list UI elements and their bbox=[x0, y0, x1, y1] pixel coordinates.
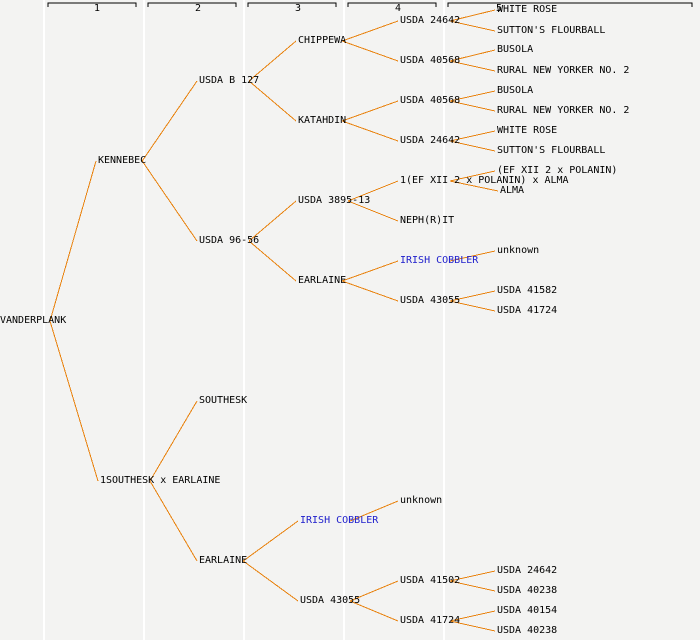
tree-node-rural2: RURAL NEW YORKER NO. 2 bbox=[497, 105, 630, 116]
pedigree-edge bbox=[347, 200, 399, 222]
pedigree-edge bbox=[449, 100, 496, 112]
tree-node-u43055a: USDA 43055 bbox=[400, 295, 461, 306]
ruler-bracket bbox=[447, 2, 693, 7]
pedigree-edge bbox=[449, 610, 496, 622]
pedigree-edge bbox=[349, 600, 399, 622]
pedigree-edge bbox=[341, 40, 399, 62]
tree-node-u24642b: USDA 24642 bbox=[400, 135, 461, 146]
column-gridline bbox=[243, 0, 245, 640]
ruler-bracket bbox=[347, 2, 437, 7]
pedigree-edge bbox=[449, 49, 496, 62]
tree-node-u41502: USDA 41502 bbox=[400, 575, 461, 586]
tree-node-busola1: BUSOLA bbox=[497, 44, 534, 55]
pedigree-edge bbox=[449, 20, 496, 32]
pedigree-edge bbox=[347, 180, 399, 202]
tree-node-irish2[interactable]: IRISH COBBLER bbox=[300, 515, 379, 526]
pedigree-edge bbox=[248, 80, 297, 122]
pedigree-edge bbox=[449, 90, 496, 102]
tree-node-southesk_x: 1SOUTHESK x EARLAINE bbox=[100, 475, 221, 486]
column-gridline bbox=[43, 0, 45, 640]
pedigree-edge bbox=[449, 620, 496, 632]
tree-node-usda9656: USDA 96-56 bbox=[199, 235, 260, 246]
ruler-bracket bbox=[47, 2, 137, 7]
pedigree-edge bbox=[248, 200, 297, 242]
tree-node-rural1: RURAL NEW YORKER NO. 2 bbox=[497, 65, 630, 76]
tree-node-earlaine2: EARLAINE bbox=[199, 555, 248, 566]
column-gridline bbox=[443, 0, 445, 640]
tree-node-whiterose1: WHITE ROSE bbox=[497, 4, 558, 15]
tree-node-u40154: USDA 40154 bbox=[497, 605, 558, 616]
pedigree-edge bbox=[449, 9, 496, 22]
pedigree-edge bbox=[449, 250, 496, 262]
ruler-generation-number: 3 bbox=[295, 3, 302, 14]
tree-node-u41582: USDA 41582 bbox=[497, 285, 558, 296]
tree-node-usdab127: USDA B 127 bbox=[199, 75, 260, 86]
pedigree-edge bbox=[449, 180, 499, 192]
pedigree-edge bbox=[141, 80, 198, 162]
pedigree-edge bbox=[49, 320, 99, 482]
pedigree-edge bbox=[242, 560, 299, 602]
tree-node-u41724b: USDA 41724 bbox=[400, 615, 461, 626]
ruler-generation-number: 1 bbox=[94, 3, 101, 14]
tree-node-alma: ALMA bbox=[500, 185, 525, 196]
column-gridline bbox=[143, 0, 145, 640]
tree-node-southesk: SOUTHESK bbox=[199, 395, 248, 406]
ruler-bracket bbox=[247, 2, 337, 7]
tree-node-usda43055b: USDA 43055 bbox=[300, 595, 361, 606]
tree-node-u24642a: USDA 24642 bbox=[400, 15, 461, 26]
pedigree-edge bbox=[149, 480, 198, 562]
tree-node-u40238a: USDA 40238 bbox=[497, 585, 558, 596]
pedigree-edge bbox=[49, 160, 97, 322]
tree-node-kennebec: KENNEBEC bbox=[98, 155, 147, 166]
ruler-generation-number: 2 bbox=[195, 3, 202, 14]
tree-node-unknown2: unknown bbox=[400, 495, 443, 506]
pedigree-edge bbox=[341, 280, 399, 302]
pedigree-edge bbox=[341, 100, 399, 122]
pedigree-edge bbox=[149, 400, 198, 482]
ruler-bracket bbox=[147, 2, 237, 7]
tree-node-suttons2: SUTTON'S FLOURBALL bbox=[497, 145, 606, 156]
pedigree-edge bbox=[349, 580, 399, 602]
pedigree-edge bbox=[242, 520, 299, 562]
tree-node-vanderplank: VANDERPLANK bbox=[0, 315, 67, 326]
pedigree-edge bbox=[449, 170, 496, 182]
tree-node-usda389513: USDA 3895-13 bbox=[298, 195, 371, 206]
tree-node-earlaine1: EARLAINE bbox=[298, 275, 347, 286]
pedigree-edge bbox=[341, 260, 399, 282]
tree-node-suttons1: SUTTON'S FLOURBALL bbox=[497, 25, 606, 36]
pedigree-edge bbox=[248, 240, 297, 282]
tree-node-u41724a: USDA 41724 bbox=[497, 305, 558, 316]
tree-node-u40568a: USDA 40568 bbox=[400, 55, 461, 66]
pedigree-edge bbox=[248, 40, 297, 82]
tree-node-u40238b: USDA 40238 bbox=[497, 625, 558, 636]
pedigree-edge bbox=[341, 120, 399, 142]
pedigree-edge bbox=[449, 60, 496, 72]
tree-node-chippewa: CHIPPEWA bbox=[298, 35, 347, 46]
tree-node-efpol: (EF XII 2 x POLANIN) bbox=[497, 165, 618, 176]
pedigree-edge bbox=[449, 570, 496, 582]
tree-node-katahdin: KATAHDIN bbox=[298, 115, 347, 126]
tree-node-irish1[interactable]: IRISH COBBLER bbox=[400, 255, 479, 266]
tree-node-efalma: 1(EF XII 2 x POLANIN) x ALMA bbox=[400, 175, 569, 186]
pedigree-edge bbox=[449, 300, 496, 312]
tree-node-u24642c: USDA 24642 bbox=[497, 565, 558, 576]
tree-node-busola2: BUSOLA bbox=[497, 85, 534, 96]
tree-node-nephrit: NEPH(R)IT bbox=[400, 215, 455, 226]
pedigree-edge bbox=[449, 140, 496, 152]
pedigree-edge bbox=[449, 290, 496, 302]
pedigree-edge bbox=[341, 20, 399, 42]
tree-node-unknown1: unknown bbox=[497, 245, 540, 256]
column-gridline bbox=[343, 0, 345, 640]
pedigree-edge bbox=[449, 580, 496, 592]
ruler-generation-number: 5 bbox=[496, 3, 503, 14]
ruler-generation-number: 4 bbox=[395, 3, 402, 14]
tree-node-u40568b: USDA 40568 bbox=[400, 95, 461, 106]
pedigree-edge bbox=[449, 130, 496, 142]
pedigree-edge bbox=[141, 160, 198, 242]
tree-node-whiterose2: WHITE ROSE bbox=[497, 125, 558, 136]
pedigree-edge bbox=[349, 500, 399, 522]
